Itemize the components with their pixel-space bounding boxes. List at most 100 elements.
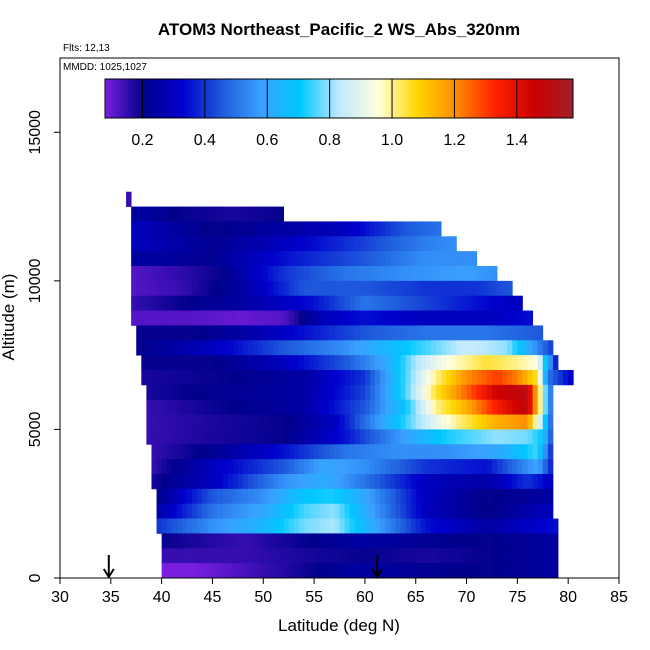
heatmap-cell	[364, 503, 371, 519]
heatmap-cell	[141, 310, 147, 326]
heatmap-cell	[507, 355, 513, 371]
heatmap-cell	[278, 310, 284, 326]
heatmap-cell	[527, 429, 534, 445]
heatmap-cell	[451, 563, 457, 578]
heatmap-cell	[314, 563, 320, 578]
heatmap-cell	[227, 548, 234, 564]
heatmap-cell	[476, 370, 483, 386]
heatmap-cell	[207, 429, 213, 445]
heatmap-cell	[537, 414, 544, 430]
heatmap-cell	[369, 444, 376, 460]
heatmap-cell	[405, 533, 412, 549]
heatmap-cell	[156, 206, 163, 222]
heatmap-cell	[339, 414, 345, 430]
heatmap-cell	[502, 310, 508, 326]
heatmap-cell	[156, 429, 163, 445]
heatmap-cell	[288, 280, 295, 297]
heatmap-cell	[466, 429, 473, 445]
heatmap-cell	[400, 310, 406, 326]
heatmap-cell	[425, 295, 432, 311]
heatmap-cell	[197, 251, 203, 267]
heatmap-cell	[461, 563, 467, 578]
heatmap-cell	[237, 399, 244, 415]
heatmap-cell	[273, 414, 279, 430]
heatmap-cell	[446, 414, 452, 430]
heatmap-cell	[537, 384, 544, 401]
heatmap-cell	[364, 280, 371, 297]
heatmap-cell	[253, 295, 259, 311]
heatmap-cell	[283, 414, 290, 430]
heatmap-cell	[273, 563, 279, 578]
heatmap-cell	[187, 221, 193, 237]
heatmap-cell	[156, 399, 163, 415]
heatmap-cell	[476, 340, 483, 356]
heatmap-cell	[380, 429, 386, 445]
heatmap-cell	[212, 355, 218, 371]
heatmap-cell	[542, 384, 549, 401]
heatmap-cell	[441, 488, 447, 505]
heatmap-cell	[202, 206, 208, 222]
heatmap-cell	[176, 310, 183, 326]
heatmap-cell	[537, 474, 544, 490]
heatmap-cell	[471, 533, 478, 549]
heatmap-cell	[314, 414, 320, 430]
heatmap-cell	[359, 340, 366, 356]
heatmap-cell	[192, 310, 198, 326]
heatmap-cell	[349, 221, 356, 237]
heatmap-cell	[395, 221, 401, 237]
heatmap-cell	[430, 251, 437, 267]
heatmap-cell	[375, 474, 381, 490]
heatmap-cell	[497, 503, 503, 519]
heatmap-cell	[319, 548, 325, 564]
heatmap-cell	[375, 503, 381, 519]
heatmap-cell	[446, 444, 452, 460]
heatmap-cell	[349, 459, 356, 475]
heatmap-cell	[334, 414, 340, 430]
heatmap-cell	[288, 266, 295, 282]
heatmap-cell	[146, 414, 152, 430]
heatmap-cell	[197, 325, 203, 341]
heatmap-cell	[263, 355, 269, 371]
x-tick-label: 85	[610, 589, 628, 606]
heatmap-cell	[258, 236, 264, 252]
heatmap-cell	[517, 370, 523, 386]
heatmap-cell	[187, 503, 193, 519]
heatmap-cell	[537, 370, 544, 386]
heatmap-cell	[202, 325, 208, 341]
heatmap-cell	[181, 340, 188, 356]
heatmap-cell	[309, 399, 315, 415]
heatmap-cell	[181, 518, 188, 534]
heatmap-cell	[481, 295, 488, 311]
heatmap-cell	[171, 459, 178, 475]
heatmap-cell	[309, 488, 315, 505]
heatmap-cell	[227, 340, 234, 356]
heatmap-cell	[126, 191, 132, 207]
heatmap-cell	[334, 266, 340, 282]
heatmap-cell	[309, 414, 315, 430]
heatmap-cell	[344, 548, 351, 564]
heatmap-cell	[476, 355, 483, 371]
heatmap-cell	[507, 488, 513, 505]
heatmap-cell	[237, 503, 244, 519]
heatmap-cell	[497, 340, 503, 356]
heatmap-cell	[436, 236, 442, 252]
heatmap-cell	[349, 414, 356, 430]
heatmap-cell	[441, 340, 447, 356]
heatmap-cell	[466, 340, 473, 356]
heatmap-cell	[349, 399, 356, 415]
heatmap-cell	[359, 310, 366, 326]
heatmap-cell	[547, 384, 554, 401]
heatmap-cell	[329, 221, 335, 237]
heatmap-cell	[517, 399, 523, 415]
heatmap-cell	[217, 236, 224, 252]
heatmap-cell	[359, 474, 366, 490]
heatmap-cell	[131, 295, 137, 311]
heatmap-cell	[507, 295, 513, 311]
heatmap-cell	[283, 548, 290, 564]
heatmap-cell	[517, 310, 523, 326]
heatmap-cell	[329, 414, 335, 430]
heatmap-cell	[522, 533, 528, 549]
heatmap-cell	[166, 488, 173, 505]
heatmap-cell	[258, 518, 264, 534]
heatmap-cell	[441, 414, 447, 430]
